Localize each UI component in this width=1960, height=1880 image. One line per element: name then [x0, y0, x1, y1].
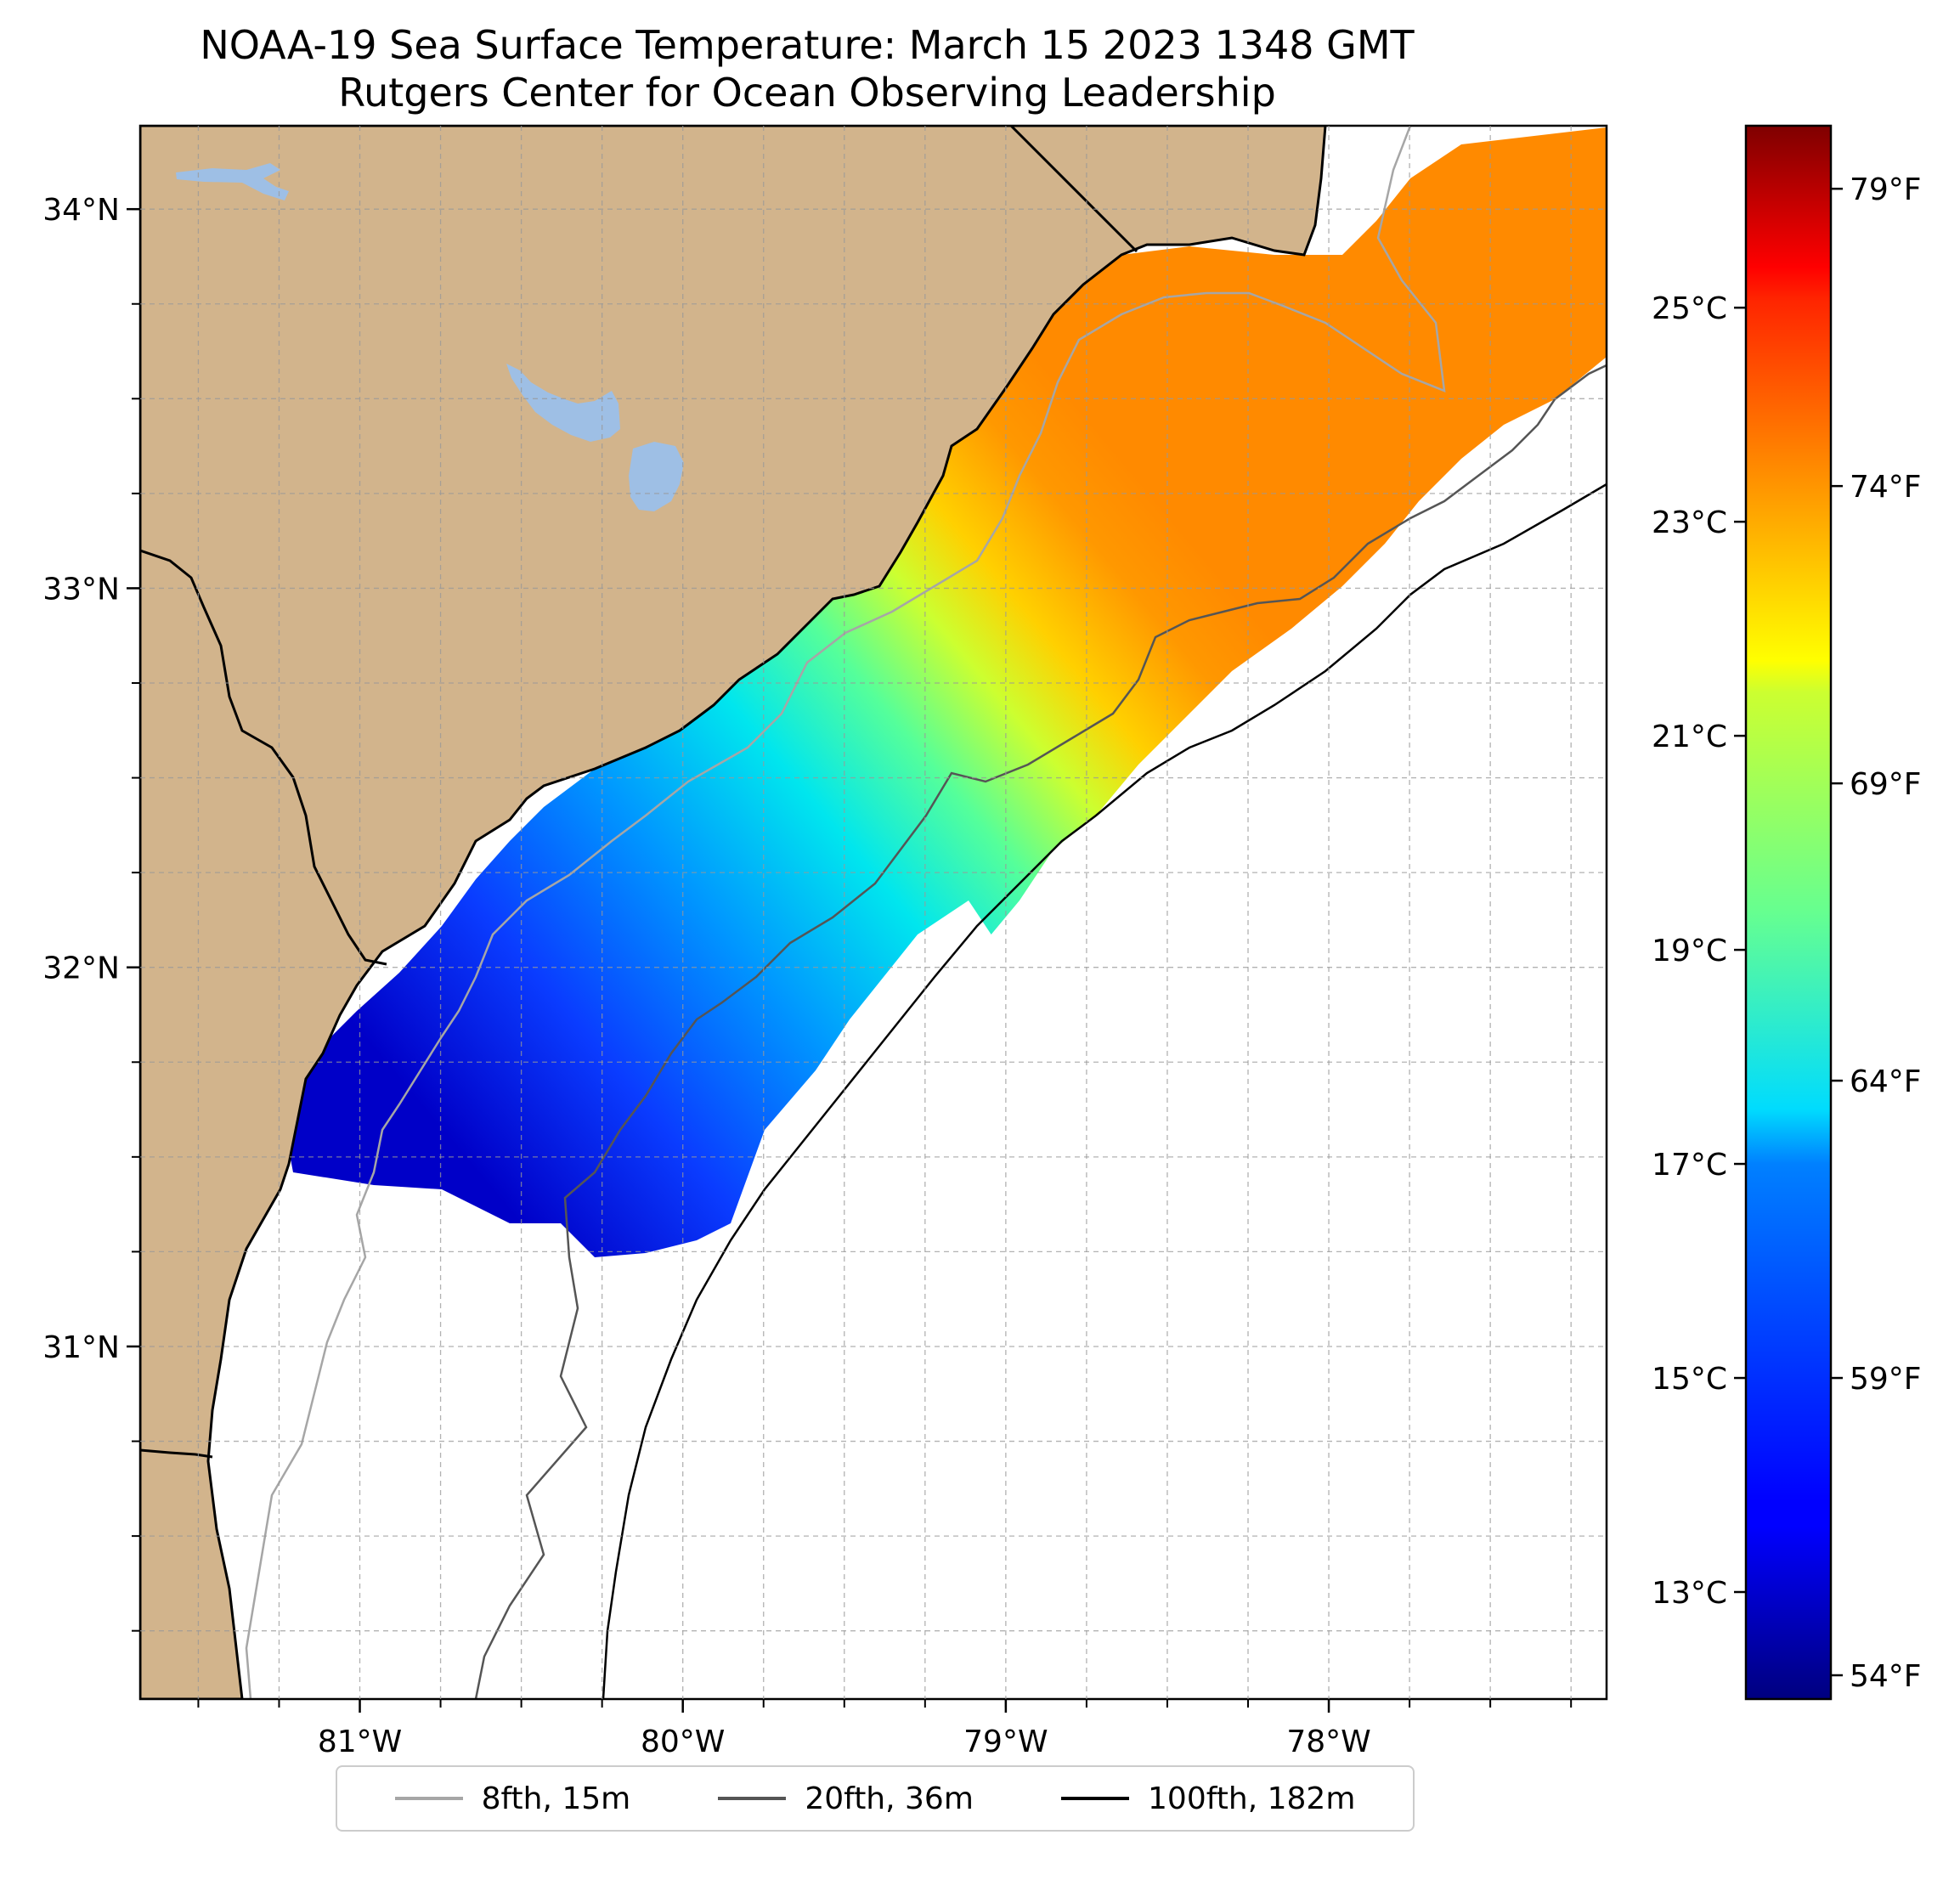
fahrenheit-tick-label: 54°F	[1850, 1659, 1922, 1694]
legend-label-100fth: 100fth, 182m	[1148, 1781, 1356, 1816]
fahrenheit-tick-label: 59°F	[1850, 1362, 1922, 1397]
isobath-8fth	[245, 126, 1446, 1699]
lon-tick-label: 80°W	[641, 1725, 725, 1759]
isobath-100fth	[602, 483, 1607, 1699]
legend-swatch-8fth	[394, 1797, 463, 1800]
lake	[176, 163, 289, 200]
colorbar-ticks: 13°C 15°C 17°C 19°C 21°C 23°C 25°C 54°F 59°F 64°F…	[1652, 172, 1921, 1694]
lon-tick-label: 78°W	[1286, 1725, 1370, 1759]
map-gridlines	[140, 126, 1607, 1699]
lake	[629, 442, 684, 511]
legend-label-20fth: 20fth, 36m	[805, 1781, 974, 1816]
legend-item-8fth: 8fth, 15m	[394, 1781, 631, 1816]
map-frame	[138, 124, 1608, 1701]
celsius-tick-label: 23°C	[1652, 505, 1727, 540]
lat-tick-label: 32°N	[42, 951, 120, 986]
legend-item-100fth: 100fth, 182m	[1061, 1781, 1355, 1816]
celsius-tick-label: 13°C	[1652, 1576, 1727, 1611]
fahrenheit-tick-label: 69°F	[1850, 767, 1922, 802]
state-border	[140, 1448, 213, 1459]
legend-label-8fth: 8fth, 15m	[481, 1781, 631, 1816]
chart-title: NOAA-19 Sea Surface Temperature: March 1…	[200, 22, 1415, 68]
state-border	[1009, 126, 1138, 253]
lat-tick-label: 34°N	[42, 193, 120, 228]
celsius-tick-label: 25°C	[1652, 291, 1727, 326]
legend-item-20fth: 20fth, 36m	[718, 1781, 974, 1816]
map-axis-ticks: 81°W 80°W 79°W 78°W 34°N 33°N 32°N 31°N	[42, 193, 1573, 1759]
lake	[506, 364, 620, 442]
sst-swath	[280, 127, 1607, 1257]
celsius-tick-label: 21°C	[1652, 720, 1727, 754]
isobath-legend: 8fth, 15m 20fth, 36m 100fth, 182m	[336, 1765, 1415, 1832]
legend-swatch-100fth	[1061, 1797, 1130, 1800]
celsius-tick-label: 15°C	[1652, 1362, 1727, 1397]
land-area	[140, 126, 1327, 1699]
colorbar	[1744, 124, 1833, 1701]
celsius-tick-label: 17°C	[1652, 1148, 1727, 1183]
map-content	[140, 126, 1607, 1699]
legend-swatch-20fth	[718, 1797, 787, 1800]
fahrenheit-tick-label: 74°F	[1850, 470, 1922, 505]
lon-tick-label: 79°W	[963, 1725, 1048, 1759]
lat-tick-label: 31°N	[42, 1330, 120, 1365]
isobath-20fth	[474, 364, 1607, 1699]
fahrenheit-tick-label: 79°F	[1850, 172, 1922, 207]
state-border	[140, 549, 387, 966]
lat-tick-label: 33°N	[42, 572, 120, 607]
celsius-tick-label: 19°C	[1652, 934, 1727, 968]
lon-tick-label: 81°W	[318, 1725, 402, 1759]
chart-subtitle: Rutgers Center for Ocean Observing Leade…	[338, 70, 1276, 116]
fahrenheit-tick-label: 64°F	[1850, 1064, 1922, 1099]
